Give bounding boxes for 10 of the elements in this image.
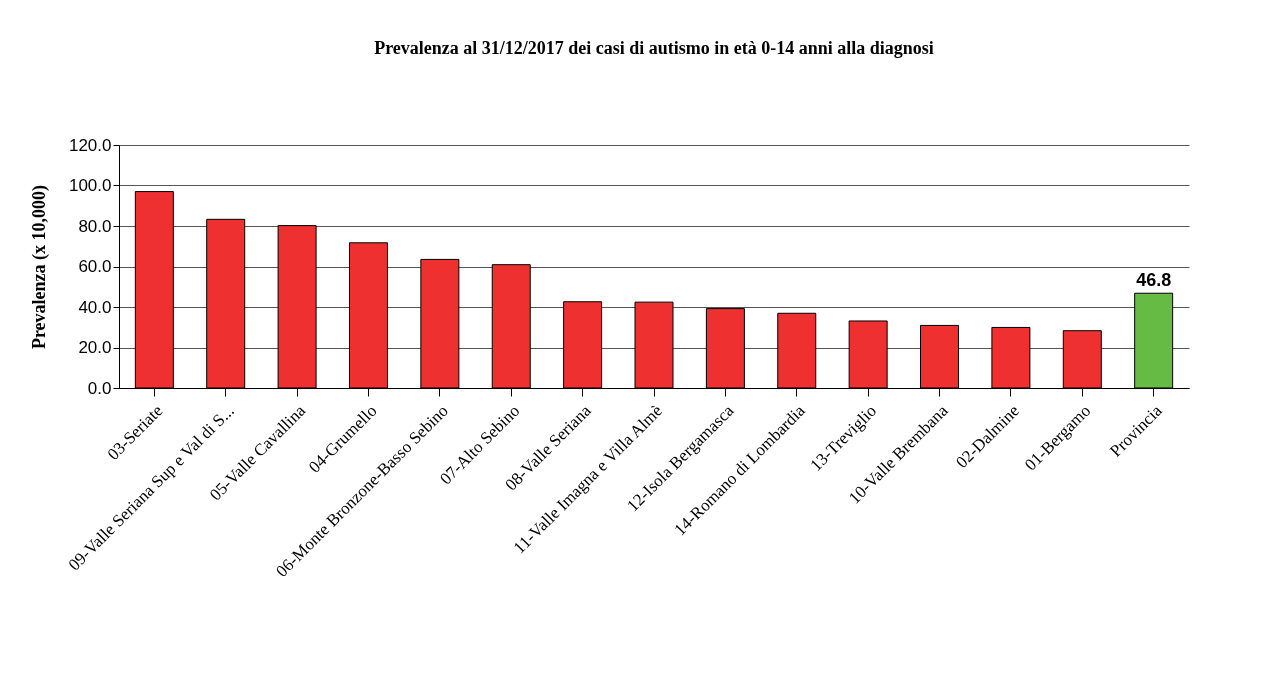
data-label: 46.8 (1136, 270, 1172, 291)
chart-title: Prevalenza al 31/12/2017 dei casi di autismo in età 0-14 anni alla diagnosi (374, 38, 934, 58)
y-tick-label: 20.0 (78, 338, 112, 357)
y-tick-label: 80.0 (78, 216, 112, 236)
y-tick-label: 0.0 (87, 378, 112, 398)
y-tick-label: 100.0 (68, 176, 112, 195)
y-axis-title: Prevalenza (x 10,000) (28, 184, 50, 350)
y-tick-label: 40.0 (78, 297, 112, 317)
y-tick-label: 120.0 (68, 135, 112, 155)
y-tick-label: 60.0 (78, 257, 112, 276)
